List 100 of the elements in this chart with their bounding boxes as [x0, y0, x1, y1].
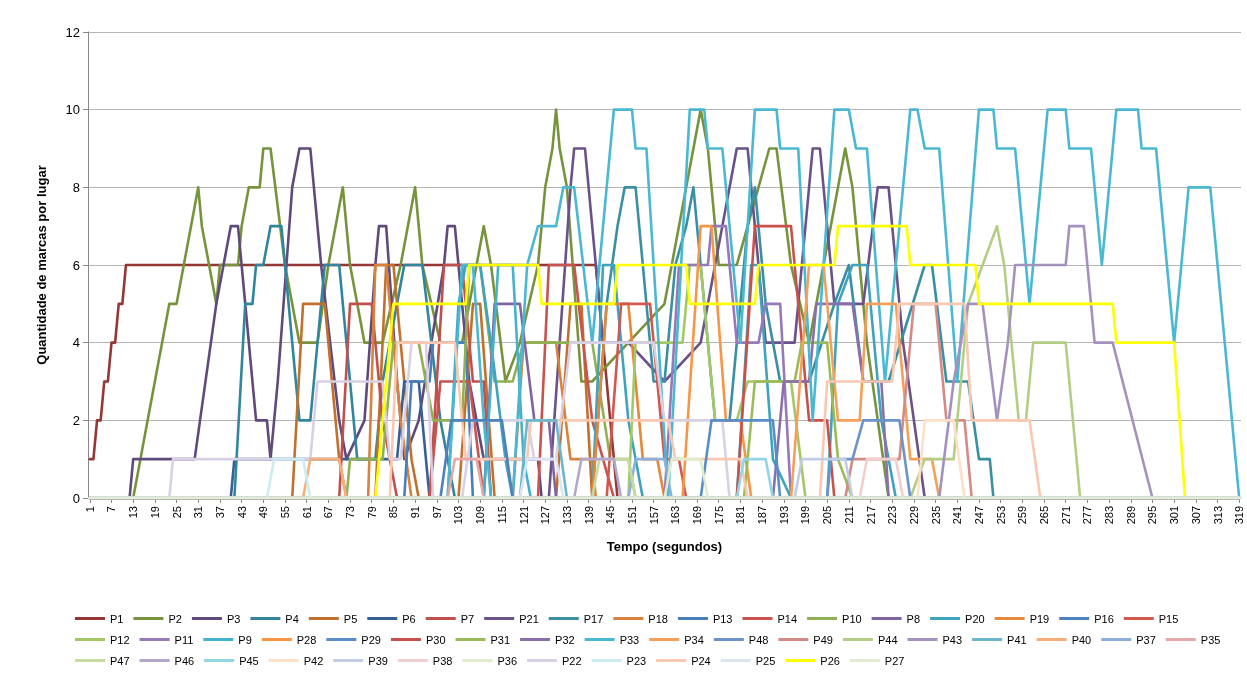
- x-tick-label: 223: [886, 506, 899, 525]
- x-tick-label: 313: [1211, 506, 1224, 525]
- x-tick-label: 319: [1233, 506, 1246, 525]
- legend-label: P44: [877, 633, 898, 646]
- legend-label: P29: [361, 633, 381, 646]
- x-tick-label: 253: [994, 506, 1007, 525]
- x-tick-label: 265: [1038, 506, 1051, 525]
- legend-label: P7: [460, 612, 475, 625]
- legend-label: P49: [813, 633, 833, 646]
- y-tick-label: 6: [72, 257, 80, 273]
- x-tick-label: 49: [257, 506, 270, 519]
- legend-label: P16: [1094, 612, 1114, 625]
- x-tick-label: 13: [127, 506, 140, 519]
- x-tick-label: 151: [625, 506, 638, 525]
- x-tick-label: 235: [929, 506, 942, 525]
- legend-label: P15: [1158, 612, 1179, 625]
- x-tick-label: 91: [409, 506, 422, 519]
- legend-label: P40: [1071, 633, 1092, 646]
- x-tick-label: 121: [517, 506, 530, 525]
- x-tick-label: 73: [344, 506, 357, 519]
- x-tick-label: 139: [582, 506, 595, 525]
- y-tick-label: 8: [72, 179, 80, 195]
- legend-label: P2: [168, 612, 182, 625]
- x-axis-title: Tempo (segundos): [606, 539, 723, 554]
- legend-label: P43: [942, 633, 963, 646]
- legend-label: P17: [583, 612, 604, 625]
- legend-label: P10: [842, 612, 862, 625]
- x-tick-label: 211: [842, 506, 855, 524]
- x-tick-label: 97: [430, 506, 443, 519]
- legend-label: P6: [402, 612, 416, 625]
- x-tick-label: 169: [691, 506, 704, 525]
- legend-label: P24: [691, 654, 711, 667]
- x-tick-label: 43: [235, 506, 248, 519]
- x-tick-label: 205: [821, 506, 834, 525]
- legend-label: P19: [1029, 612, 1050, 625]
- x-tick-label: 61: [300, 506, 313, 519]
- legend-label: P8: [906, 612, 921, 625]
- x-tick-label: 55: [278, 506, 291, 519]
- x-tick-label: 67: [322, 506, 335, 519]
- x-tick-label: 301: [1168, 506, 1181, 525]
- y-tick-label: 12: [65, 24, 80, 40]
- legend-label: P9: [238, 633, 252, 646]
- x-tick-label: 85: [387, 506, 400, 519]
- legend-label: P26: [820, 654, 840, 667]
- legend-label: P38: [432, 654, 453, 667]
- legend-label: P31: [490, 633, 511, 646]
- x-tick-label: 157: [647, 506, 660, 525]
- legend-label: P20: [965, 612, 985, 625]
- x-tick-label: 31: [192, 506, 205, 519]
- x-tick-label: 199: [799, 506, 812, 525]
- legend-label: P25: [755, 654, 776, 667]
- x-tick-label: 1: [83, 506, 96, 513]
- legend-label: P35: [1200, 633, 1221, 646]
- x-tick-label: 289: [1124, 506, 1137, 525]
- legend-label: P36: [497, 654, 518, 667]
- x-tick-label: 7: [105, 506, 118, 513]
- x-tick-label: 187: [756, 506, 769, 525]
- legend-label: P30: [425, 633, 446, 646]
- legend-label: P4: [285, 612, 299, 625]
- legend-label: P28: [296, 633, 317, 646]
- legend-label: P41: [1007, 633, 1027, 646]
- legend-label: P3: [226, 612, 241, 625]
- x-tick-label: 283: [1103, 506, 1116, 525]
- x-tick-label: 271: [1059, 506, 1072, 525]
- legend-label: P18: [648, 612, 668, 625]
- legend-label: P47: [110, 654, 130, 667]
- legend-label: P34: [684, 633, 704, 646]
- legend-label: P39: [368, 654, 388, 667]
- x-tick-label: 259: [1016, 506, 1029, 525]
- x-tick-label: 103: [452, 506, 465, 525]
- x-tick-label: 247: [972, 506, 985, 525]
- legend-label: P42: [303, 654, 324, 667]
- legend-label: P5: [343, 612, 358, 625]
- x-tick-label: 115: [495, 506, 508, 524]
- x-tick-label: 109: [474, 506, 487, 525]
- legend-label: P46: [174, 654, 195, 667]
- legend-label: P33: [619, 633, 640, 646]
- x-tick-label: 19: [148, 506, 161, 519]
- x-tick-label: 277: [1081, 506, 1094, 525]
- y-tick-label: 2: [72, 412, 80, 428]
- y-tick-label: 0: [72, 490, 80, 506]
- x-tick-label: 307: [1189, 506, 1202, 525]
- x-tick-label: 145: [604, 506, 617, 525]
- legend-label: P22: [562, 654, 582, 667]
- legend-label: P21: [519, 612, 539, 625]
- x-tick-label: 295: [1146, 506, 1159, 525]
- legend-label: P37: [1136, 633, 1156, 646]
- x-tick-label: 133: [560, 506, 573, 525]
- x-tick-label: 217: [864, 506, 877, 525]
- x-tick-label: 163: [669, 506, 682, 525]
- legend-label: P13: [712, 612, 733, 625]
- legend-label: P14: [777, 612, 798, 625]
- x-tick-label: 127: [539, 506, 552, 525]
- y-tick-label: 4: [72, 335, 80, 351]
- x-tick-label: 193: [777, 506, 790, 525]
- legend-label: P32: [555, 633, 575, 646]
- legend-label: P48: [748, 633, 769, 646]
- y-tick-label: 10: [65, 102, 80, 118]
- x-tick-label: 181: [734, 506, 747, 525]
- y-axis-title: Quantidade de marcas por lugar: [34, 165, 49, 365]
